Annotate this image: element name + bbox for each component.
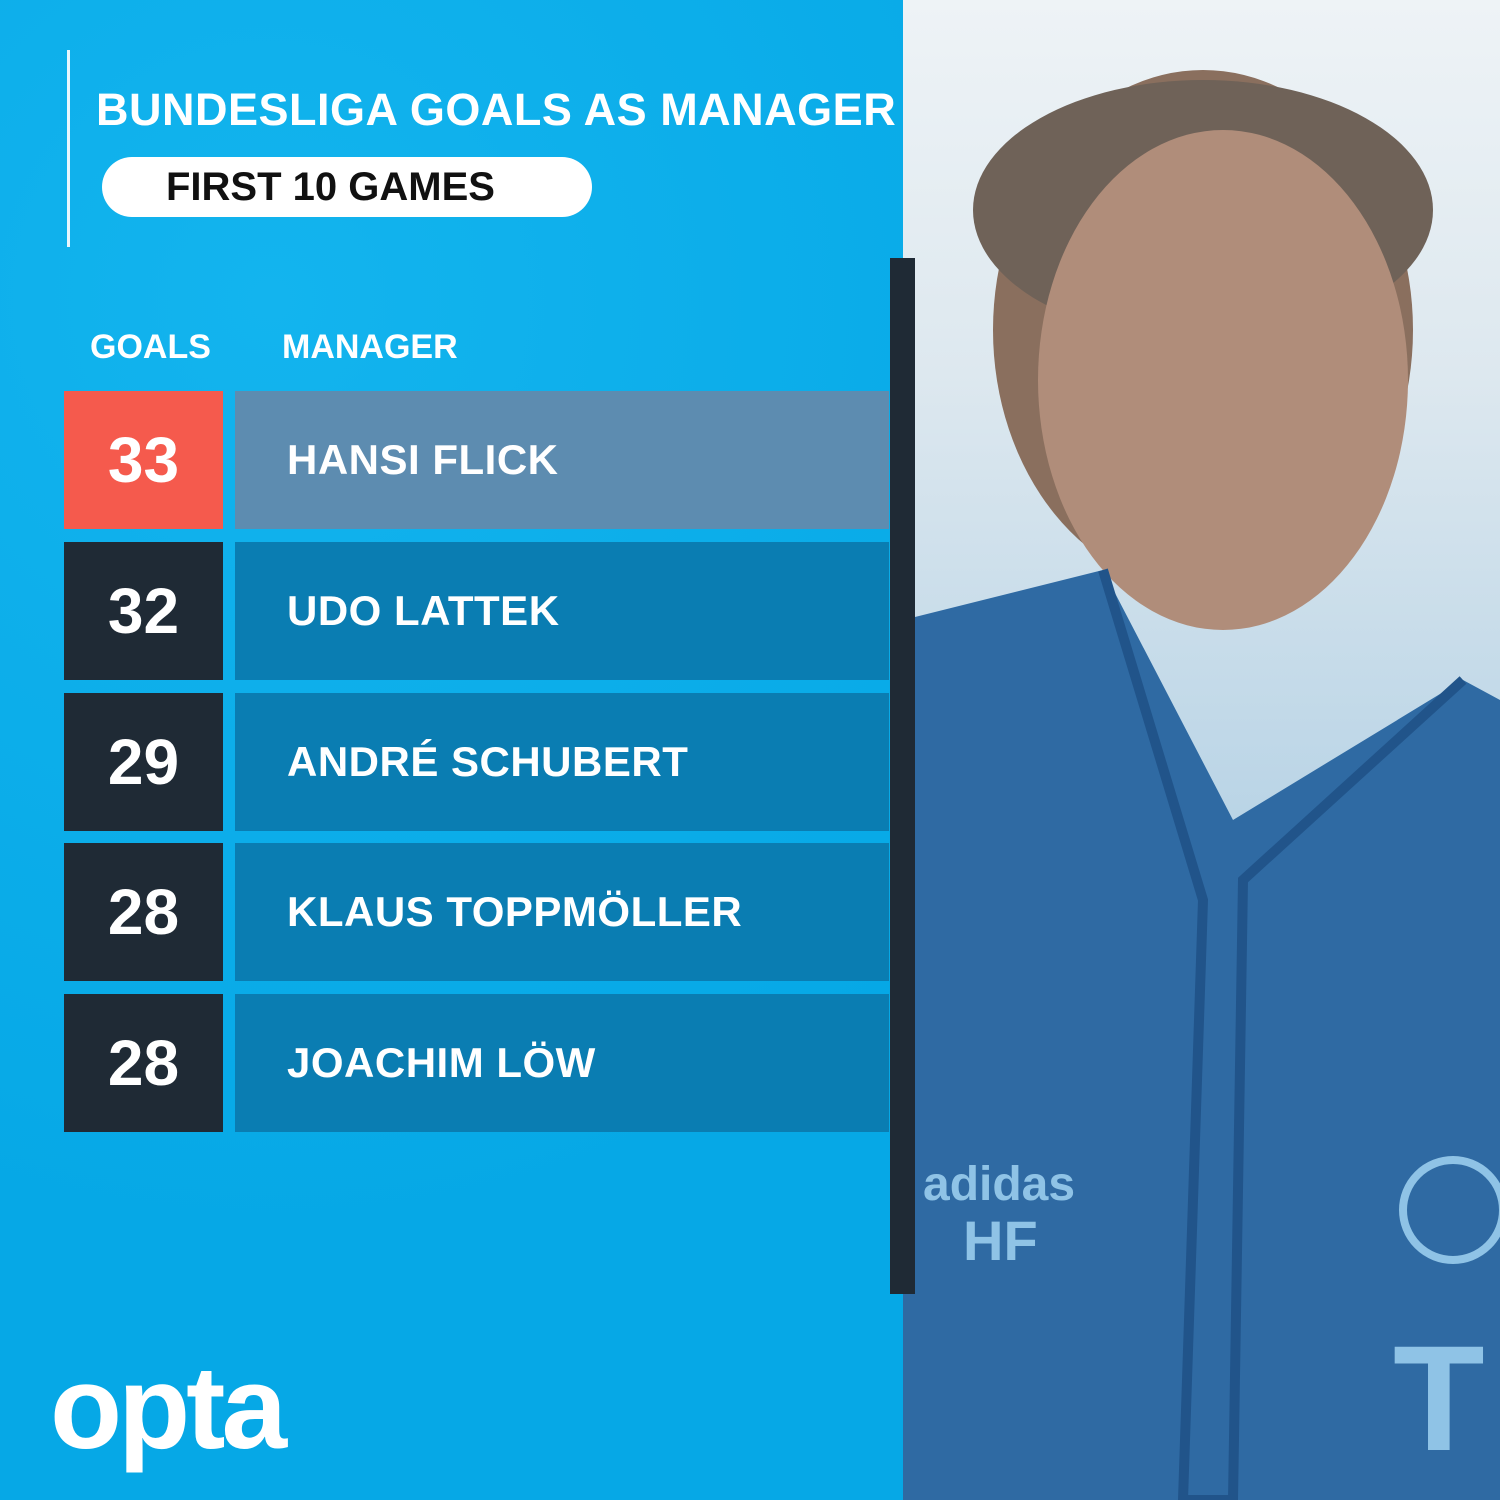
face-shape [1038, 130, 1408, 630]
club-crest [1399, 1156, 1500, 1264]
manager-name: HANSI FLICK [235, 391, 889, 529]
goals-value: 33 [64, 391, 223, 529]
manager-name: ANDRÉ SCHUBERT [235, 693, 889, 831]
manager-photo: adidas HF T [903, 0, 1500, 1500]
goals-value: 29 [64, 693, 223, 831]
manager-name: JOACHIM LÖW [235, 994, 889, 1132]
divider [67, 50, 70, 247]
accent-bar [890, 258, 915, 1294]
goals-header: GOALS [90, 328, 211, 366]
opta-logo: opta [50, 1342, 287, 1474]
table-row: 28 KLAUS TOPPMÖLLER [64, 843, 889, 981]
brand-logo: adidas [923, 1158, 1075, 1211]
title: BUNDESLIGA GOALS AS MANAGER [96, 84, 897, 135]
table-row: 28 JOACHIM LÖW [64, 994, 889, 1132]
goals-value: 28 [64, 843, 223, 981]
initials: HF [963, 1209, 1038, 1272]
table-row: 33 HANSI FLICK [64, 391, 889, 529]
manager-header: MANAGER [282, 328, 458, 366]
sponsor-logo: T [1393, 1314, 1485, 1482]
manager-name: KLAUS TOPPMÖLLER [235, 843, 889, 981]
manager-name: UDO LATTEK [235, 542, 889, 680]
goals-value: 28 [64, 994, 223, 1132]
goals-value: 32 [64, 542, 223, 680]
table-row: 32 UDO LATTEK [64, 542, 889, 680]
table-row: 29 ANDRÉ SCHUBERT [64, 693, 889, 831]
subtitle-pill: FIRST 10 GAMES [102, 157, 592, 217]
